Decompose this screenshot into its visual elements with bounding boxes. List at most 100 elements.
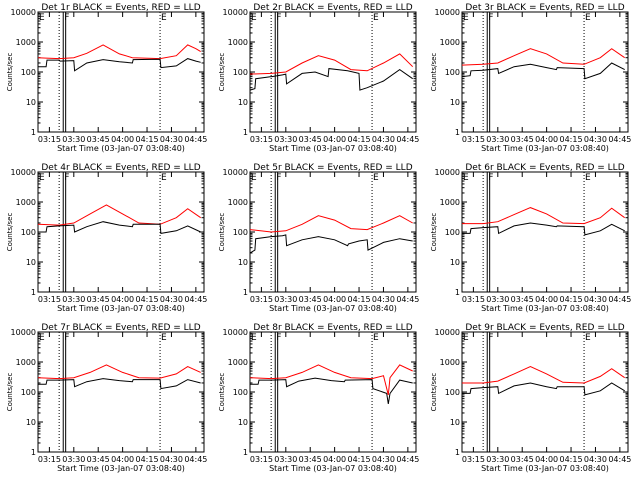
y-tick-label: 1000 — [228, 358, 248, 367]
x-tick-label: 04:30 — [584, 135, 607, 144]
y-axis-label: Counts/sec — [430, 373, 438, 412]
series-lld — [462, 207, 625, 225]
x-tick-label: 04:00 — [535, 455, 558, 464]
marker-e-right: E — [585, 13, 591, 23]
x-axis-label: Start Time (03-Jan-07 03:08:40) — [269, 464, 397, 473]
panel-title: Det 9r BLACK = Events, RED = LLD — [465, 323, 624, 333]
x-tick-label: 03:30 — [62, 295, 85, 304]
y-tick-label: 10 — [450, 98, 460, 107]
x-tick-label: 04:45 — [608, 295, 631, 304]
x-tick-label: 04:15 — [560, 455, 583, 464]
y-tick-label: 10000 — [435, 168, 460, 177]
x-tick-label: 04:00 — [535, 135, 558, 144]
y-tick-label: 100 — [21, 68, 36, 77]
x-tick-label: 03:15 — [462, 295, 485, 304]
y-tick-label: 1 — [455, 128, 460, 137]
x-tick-label: 03:45 — [511, 455, 534, 464]
x-tick-label: 03:30 — [486, 295, 509, 304]
panel-3: Det 3r BLACK = Events, RED = LLD 1 10 100 10… — [430, 3, 631, 153]
x-axis-label: Start Time (03-Jan-07 03:08:40) — [481, 304, 609, 313]
panel-title: Det 7r BLACK = Events, RED = LLD — [41, 323, 200, 333]
marker-f: F — [276, 333, 281, 343]
y-tick-label: 10 — [238, 258, 248, 267]
x-tick-label: 04:30 — [160, 295, 183, 304]
y-tick-label: 1 — [243, 448, 248, 457]
x-axis-label: Start Time (03-Jan-07 03:08:40) — [57, 304, 185, 313]
marker-e-left: E — [251, 173, 257, 183]
y-tick-label: 10 — [26, 98, 36, 107]
marker-e-left: E — [39, 13, 45, 23]
x-tick-label: 03:15 — [38, 455, 61, 464]
y-tick-label: 10000 — [435, 328, 460, 337]
y-tick-label: 1000 — [16, 38, 36, 47]
series-events — [250, 377, 413, 404]
x-tick-label: 04:15 — [348, 135, 371, 144]
x-tick-label: 04:45 — [608, 455, 631, 464]
marker-f: F — [276, 173, 281, 183]
y-tick-label: 1 — [455, 288, 460, 297]
x-tick-label: 04:00 — [111, 455, 134, 464]
y-tick-label: 1000 — [440, 38, 460, 47]
marker-e-right: E — [373, 173, 379, 183]
y-axis-label: Counts/sec — [218, 373, 226, 412]
marker-e-right: E — [161, 333, 167, 343]
x-tick-label: 03:45 — [87, 295, 110, 304]
panel-1: Det 1r BLACK = Events, RED = LLD 1 10 100 10… — [6, 3, 207, 153]
x-tick-label: 04:15 — [560, 135, 583, 144]
marker-e-left: E — [39, 333, 45, 343]
x-tick-label: 04:45 — [396, 135, 419, 144]
marker-e-right: E — [161, 173, 167, 183]
marker-f: F — [488, 173, 493, 183]
x-tick-label: 04:00 — [535, 295, 558, 304]
y-tick-label: 10 — [238, 418, 248, 427]
x-tick-label: 03:30 — [486, 135, 509, 144]
y-axis-label: Counts/sec — [430, 53, 438, 92]
x-tick-label: 03:15 — [38, 135, 61, 144]
x-tick-label: 03:30 — [486, 455, 509, 464]
panel-4: Det 4r BLACK = Events, RED = LLD 1 10 100 10… — [6, 163, 207, 313]
x-axis-label: Start Time (03-Jan-07 03:08:40) — [269, 144, 397, 153]
y-tick-label: 100 — [21, 388, 36, 397]
x-axis-label: Start Time (03-Jan-07 03:08:40) — [57, 144, 185, 153]
x-axis-label: Start Time (03-Jan-07 03:08:40) — [269, 304, 397, 313]
series-lld — [249, 53, 414, 75]
x-tick-label: 04:45 — [184, 455, 207, 464]
series-lld — [249, 364, 413, 396]
x-tick-label: 03:45 — [299, 135, 322, 144]
y-tick-label: 100 — [445, 228, 460, 237]
marker-f: F — [488, 333, 493, 343]
y-axis-label: Counts/sec — [6, 213, 14, 252]
x-tick-label: 03:30 — [62, 455, 85, 464]
y-axis-label: Counts/sec — [6, 373, 14, 412]
x-tick-label: 04:00 — [323, 135, 346, 144]
marker-e-right: E — [373, 13, 379, 23]
series-events — [38, 378, 201, 390]
x-tick-label: 03:30 — [274, 295, 297, 304]
series-events — [38, 58, 201, 72]
x-tick-label: 03:45 — [299, 295, 322, 304]
panel-title: Det 5r BLACK = Events, RED = LLD — [253, 163, 412, 173]
y-tick-label: 100 — [233, 228, 248, 237]
marker-f: F — [64, 333, 69, 343]
series-events — [38, 221, 201, 234]
y-tick-label: 1000 — [228, 38, 248, 47]
marker-e-left: E — [251, 13, 257, 23]
y-tick-label: 1000 — [16, 358, 36, 367]
series-events — [461, 62, 625, 80]
marker-f: F — [276, 13, 281, 23]
marker-f: F — [64, 173, 69, 183]
panel-5: Det 5r BLACK = Events, RED = LLD 1 10 100 10… — [218, 163, 419, 313]
x-tick-label: 04:15 — [348, 455, 371, 464]
x-tick-label: 04:45 — [184, 295, 207, 304]
y-axis-label: Counts/sec — [6, 53, 14, 92]
x-tick-label: 04:15 — [136, 455, 159, 464]
y-tick-label: 100 — [445, 68, 460, 77]
panel-9: Det 9r BLACK = Events, RED = LLD 1 10 100 10… — [430, 323, 631, 473]
marker-e-left: E — [463, 173, 469, 183]
series-lld — [249, 215, 413, 233]
marker-e-right: E — [373, 333, 379, 343]
series-events — [462, 222, 625, 236]
panel-7: Det 7r BLACK = Events, RED = LLD 1 10 100 10… — [6, 323, 207, 473]
marker-f: F — [488, 13, 493, 23]
